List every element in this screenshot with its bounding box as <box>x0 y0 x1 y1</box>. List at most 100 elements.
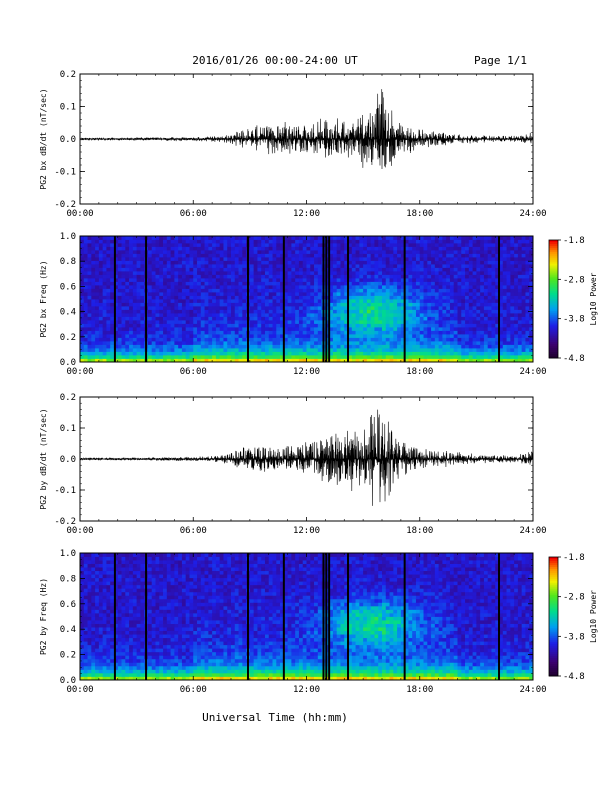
spectrogram-cell <box>140 299 145 303</box>
spectrogram-cell <box>91 285 96 289</box>
spectrogram-cell <box>419 271 424 275</box>
spectrogram-cell <box>80 285 85 289</box>
spectrogram-cell <box>298 295 304 300</box>
spectrogram-cell <box>189 239 194 244</box>
spectrogram-cell <box>412 306 417 310</box>
spectrogram-cell <box>95 612 100 617</box>
spectrogram-cell <box>517 334 523 338</box>
spectrogram-cell <box>476 236 481 240</box>
spectrogram-cell <box>317 337 322 342</box>
spectrogram-cell <box>419 320 424 324</box>
spectrogram-cell <box>249 320 255 324</box>
spectrogram-cell <box>174 288 179 293</box>
spectrogram-cell <box>495 285 500 289</box>
spectrogram-cell <box>253 330 258 335</box>
spectrogram-cell <box>80 665 85 670</box>
spectrogram-cell <box>491 337 496 342</box>
spectrogram-cell <box>159 264 164 268</box>
spectrogram-cell <box>227 250 232 254</box>
spectrogram-cell <box>393 257 398 261</box>
spectrogram-cell <box>98 602 104 607</box>
spectrogram-cell <box>212 355 217 359</box>
spectrogram-cell <box>227 246 232 251</box>
spectrogram-cell <box>302 309 307 314</box>
spectrogram-cell <box>472 355 477 359</box>
spectrogram-cell <box>310 348 315 352</box>
spectrogram-cell <box>355 281 360 286</box>
spectrogram-cell <box>302 257 307 261</box>
spectrogram-cell <box>231 243 236 247</box>
spectrogram-cell <box>476 253 481 258</box>
spectrogram-cell <box>302 334 307 338</box>
spectrogram-cell <box>495 264 500 268</box>
spectrogram-cell <box>170 327 175 331</box>
spectrogram-cell <box>359 292 364 296</box>
spectrogram-cell <box>268 278 273 282</box>
spectrogram-cell <box>95 351 100 356</box>
spectrogram-cell <box>427 320 432 324</box>
spectrogram-cell <box>238 257 243 261</box>
spectrogram-cell <box>317 292 322 296</box>
spectrogram-cell <box>298 341 304 345</box>
spectrogram-cell <box>306 330 311 335</box>
spectrogram-cell <box>472 243 477 247</box>
spectrogram-cell <box>80 316 85 321</box>
spectrogram-cell <box>495 260 500 265</box>
spectrogram-cell <box>363 250 368 254</box>
spectrogram-cell <box>166 288 171 293</box>
spectrogram-cell <box>83 327 88 331</box>
colorbar-swatch <box>549 243 558 247</box>
spectrogram-cell <box>351 295 356 300</box>
spectrogram-cell <box>382 285 387 289</box>
x-tick-label-0600: 06:00 <box>180 209 207 219</box>
spectrogram-cell <box>129 281 134 286</box>
spectrogram-cell <box>431 334 436 338</box>
spectrogram-cell <box>102 320 107 324</box>
spectrogram-cell <box>385 355 390 359</box>
spectrogram-cell <box>208 257 213 261</box>
spectrogram-cell <box>121 330 126 335</box>
spectrogram-cell <box>261 243 266 247</box>
spectrogram-cell <box>98 341 104 345</box>
spectrogram-cell <box>268 274 273 279</box>
spectrogram-cell <box>91 330 96 335</box>
spectrogram-cell <box>132 323 138 328</box>
spectrogram-cell <box>506 323 511 328</box>
spectrogram-cell <box>344 236 349 240</box>
spectrogram-cell <box>291 257 296 261</box>
spectrogram-cell <box>446 253 451 258</box>
spectrogram-cell <box>517 295 523 300</box>
spectrogram-cell <box>200 302 205 307</box>
spectrogram-cell <box>231 330 236 335</box>
spectrogram-cell <box>212 239 217 244</box>
spectrogram-cell <box>95 609 100 614</box>
spectrogram-cell <box>472 351 477 356</box>
spectrogram-cell <box>113 337 119 342</box>
spectrogram-cell <box>197 292 202 296</box>
spectrogram-cell <box>283 358 289 363</box>
spectrogram-cell <box>419 316 424 321</box>
spectrogram-cell <box>193 295 198 300</box>
spectrogram-cell <box>272 302 277 307</box>
spectrogram-cell <box>136 253 141 258</box>
spectrogram-cell <box>264 306 270 310</box>
spectrogram-cell <box>166 323 171 328</box>
colorbar-swatch <box>549 318 558 322</box>
spectrogram-cell <box>423 274 428 279</box>
spectrogram-cell <box>87 588 92 593</box>
colorbar-swatch <box>549 289 558 292</box>
spectrogram-cell <box>98 316 104 321</box>
spectrogram-cell <box>453 344 458 349</box>
spectrogram-cell <box>83 351 88 356</box>
spectrogram-cell <box>136 323 141 328</box>
spectrogram-cell <box>415 292 421 296</box>
spectrogram-cell <box>174 309 179 314</box>
spectrogram-cell <box>166 306 171 310</box>
spectrogram-cell <box>95 556 100 561</box>
spectrogram-cell <box>340 302 345 307</box>
spectrogram-cell <box>151 309 156 314</box>
spectrogram-cell <box>340 341 345 345</box>
spectrogram-cell <box>457 299 462 303</box>
spectrogram-cell <box>472 271 477 275</box>
spectrogram-cell <box>242 323 247 328</box>
